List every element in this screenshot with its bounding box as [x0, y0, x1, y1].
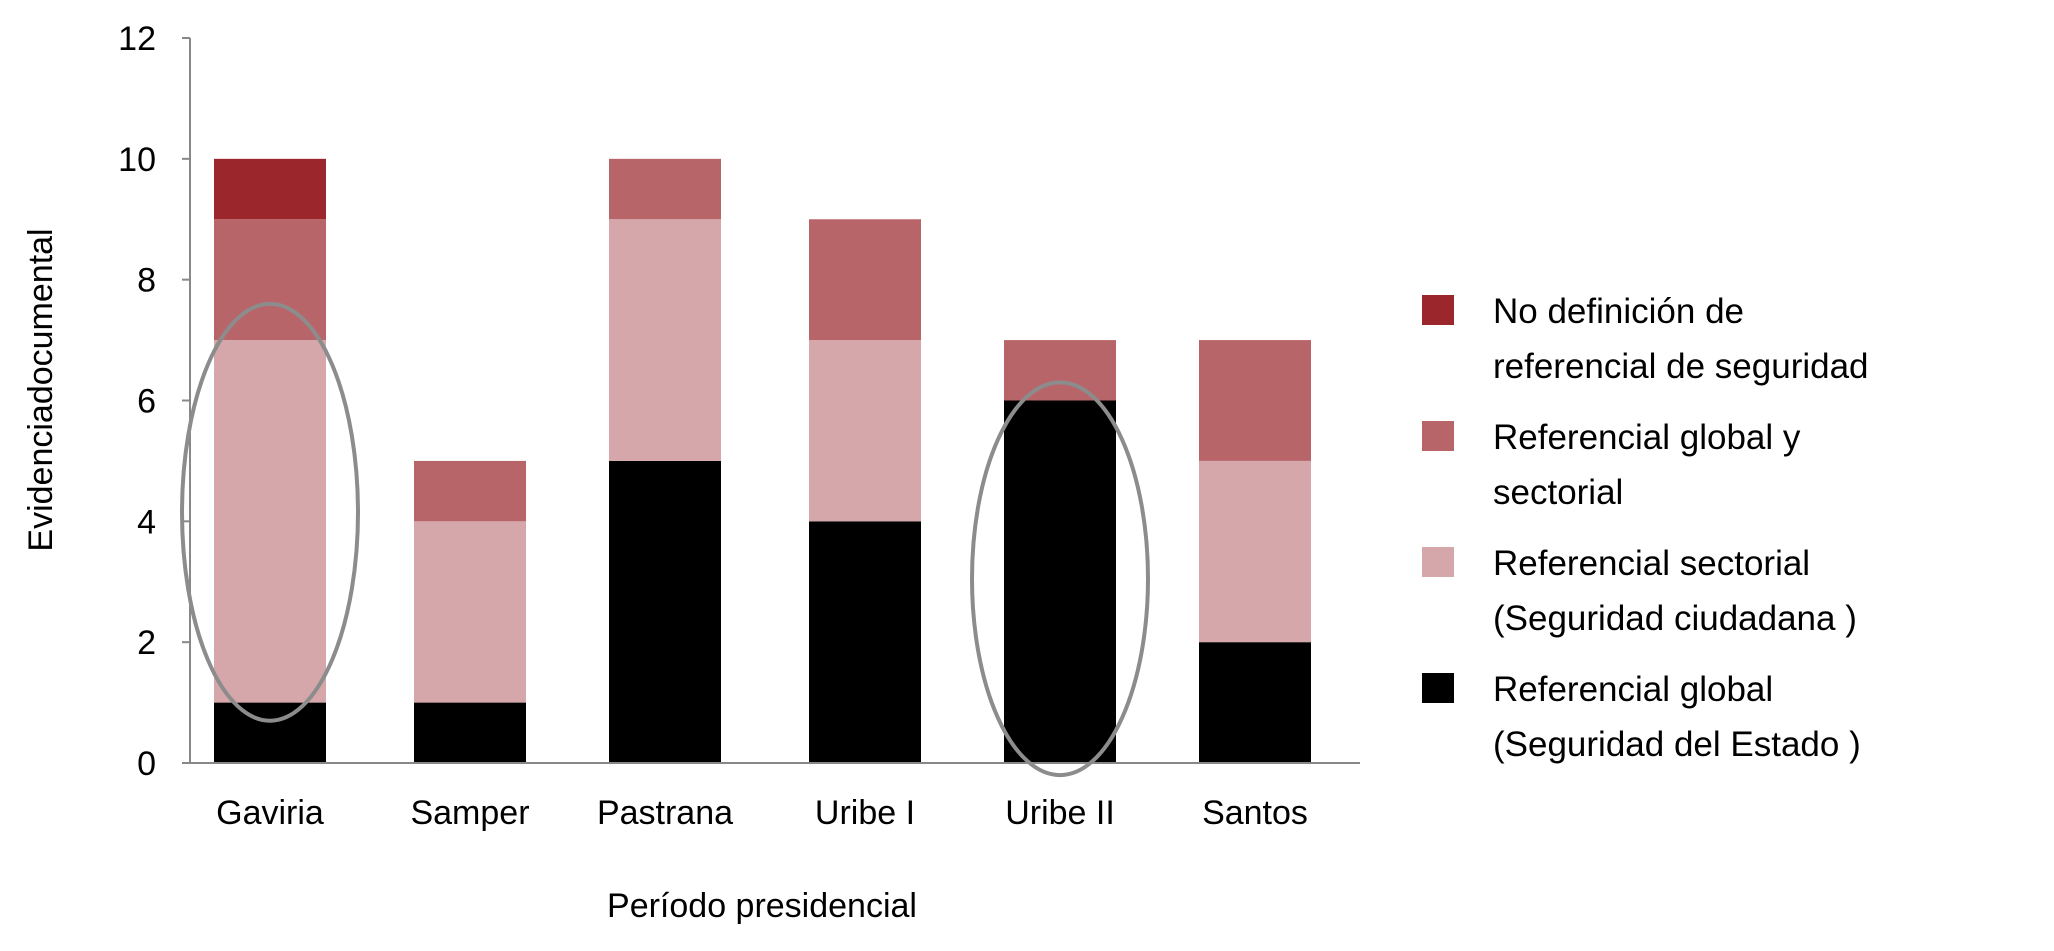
y-tick-label: 0 [137, 745, 156, 783]
bar-segment-gaviria-s2 [214, 219, 326, 341]
legend-label: sectorial [1493, 473, 1623, 512]
legend-label: No definición de [1493, 292, 1744, 331]
bar-segment-pastrana-s0 [609, 460, 721, 763]
legend-swatch-0 [1422, 295, 1454, 325]
x-tick-label: Samper [410, 794, 529, 832]
x-tick-label: Uribe II [1005, 794, 1115, 832]
bars-group [214, 158, 1311, 763]
y-tick-label: 10 [118, 141, 156, 179]
bar-segment-santos-s2 [1199, 340, 1311, 461]
y-tick-label: 12 [118, 20, 156, 58]
y-tick-label: 4 [137, 503, 156, 541]
x-axis-title: Período presidencial [607, 887, 917, 925]
legend-label: referencial de seguridad [1493, 347, 1869, 386]
legend-label: (Seguridad del Estado ) [1493, 725, 1861, 764]
y-tick-label: 6 [137, 383, 156, 421]
y-tick-label: 2 [137, 624, 156, 662]
bar-segment-gaviria-s0 [214, 702, 326, 763]
axes-group: 0 2 4 6 8 10 12 Gaviria Samper Pastrana Uribe I Uri… [118, 20, 1360, 832]
highlight-ellipses [180, 301, 1150, 778]
bar-segment-samper-s0 [414, 702, 526, 763]
bar-segment-samper-s1 [414, 521, 526, 703]
legend-swatch-1 [1422, 421, 1454, 451]
bar-segment-gaviria-s3 [214, 158, 326, 220]
bar-segment-pastrana-s2 [609, 158, 721, 220]
bar-segment-uribe-ii-s0 [1004, 400, 1116, 763]
legend-swatch-2 [1422, 547, 1454, 577]
x-tick-label: Pastrana [597, 794, 733, 832]
highlight-ellipse-gaviria [180, 301, 360, 723]
y-axis-title: Evidenciadocumental [22, 228, 60, 551]
x-tick-label: Gaviria [216, 794, 324, 832]
bar-segment-gaviria-s1 [214, 340, 326, 703]
y-tick-label: 8 [137, 262, 156, 300]
legend-label: Referencial global [1493, 670, 1773, 709]
bar-segment-pastrana-s1 [609, 219, 721, 461]
legend-label: Referencial sectorial [1493, 544, 1810, 583]
bar-segment-uribe-ii-s2 [1004, 340, 1116, 401]
x-tick-label: Uribe I [815, 794, 915, 832]
legend-label: Referencial global y [1493, 418, 1801, 457]
bar-segment-uribe-i-s2 [809, 219, 921, 341]
bar-segment-uribe-i-s1 [809, 340, 921, 522]
bar-segment-santos-s0 [1199, 642, 1311, 763]
x-tick-label: Santos [1202, 794, 1308, 832]
legend-label: (Seguridad ciudadana ) [1493, 599, 1857, 638]
highlight-ellipse-uribe-ii [970, 380, 1150, 778]
bar-segment-uribe-i-s0 [809, 521, 921, 763]
bar-segment-santos-s1 [1199, 460, 1311, 643]
bar-segment-samper-s2 [414, 460, 526, 522]
legend: No definición de referencial de seguridad… [1422, 292, 1869, 764]
legend-swatch-3 [1422, 673, 1454, 703]
